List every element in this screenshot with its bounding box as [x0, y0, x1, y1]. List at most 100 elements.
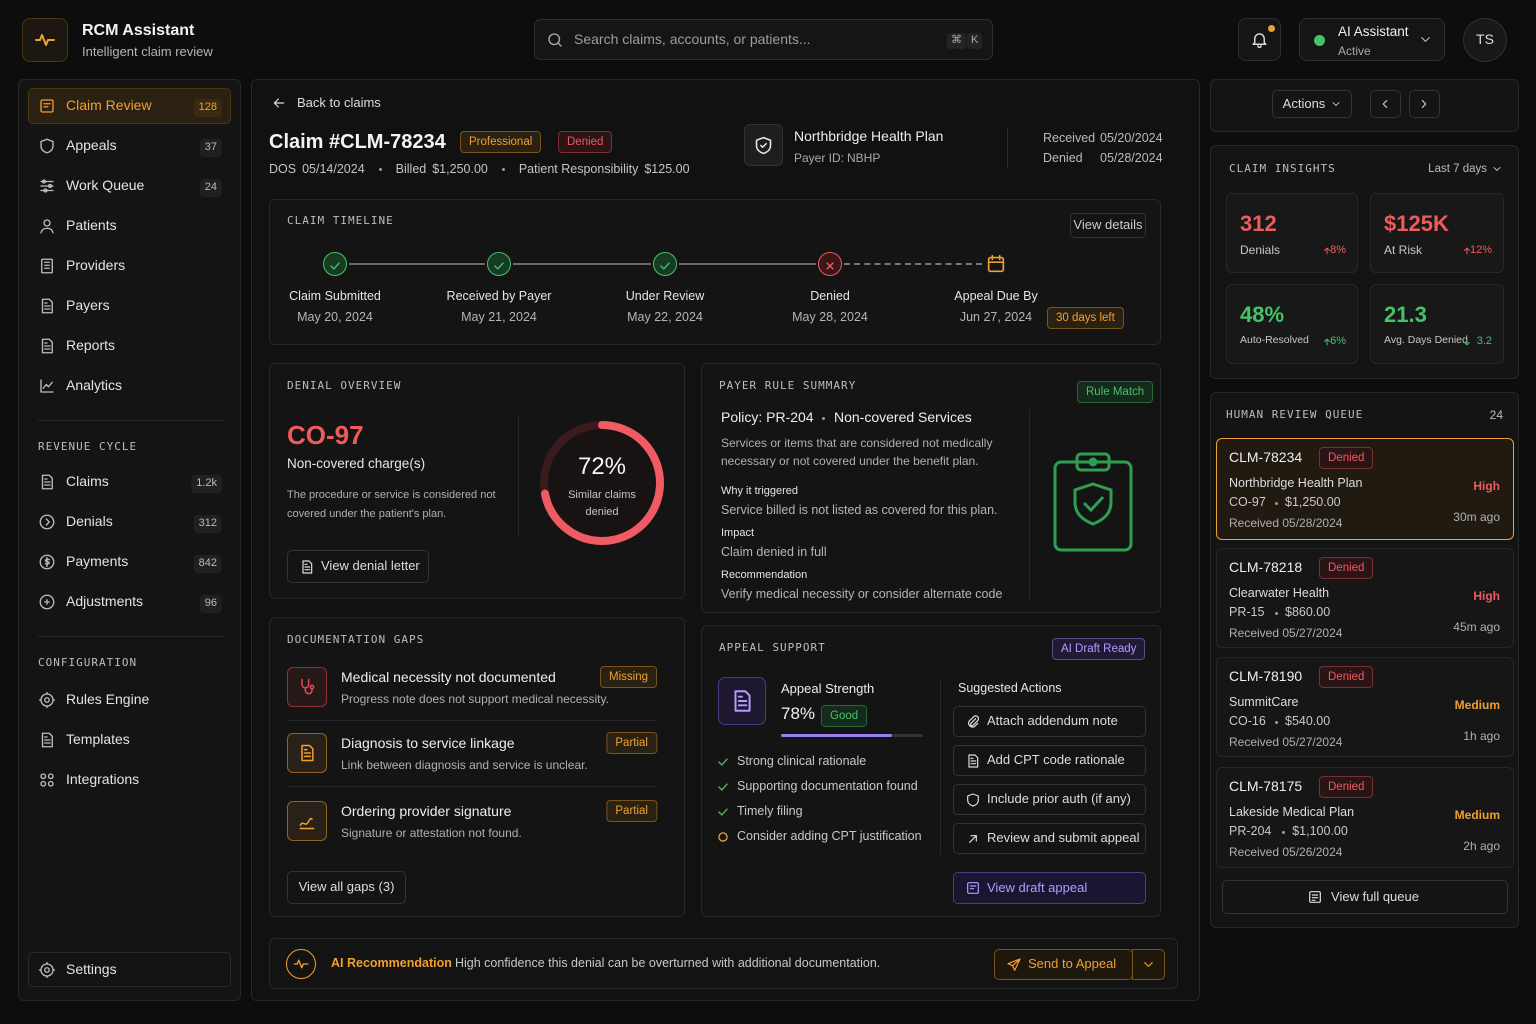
nav-label: Claim Review	[66, 97, 152, 114]
timeline-connector	[513, 263, 651, 265]
nav-item[interactable]	[28, 368, 231, 404]
step-done	[653, 252, 677, 276]
metric-trend-icon-shape	[1463, 338, 1470, 346]
send-options-icon	[1144, 962, 1153, 967]
logo-icon-shape	[35, 34, 55, 46]
nav-item[interactable]	[28, 208, 231, 244]
next-button[interactable]	[1409, 90, 1440, 118]
gap-detail: Signature or attestation not found.	[341, 825, 522, 840]
metric-trend-icon-shape	[1324, 247, 1330, 255]
ai-draft-badge: AI Draft Ready	[1052, 638, 1146, 661]
avatar[interactable]	[1463, 18, 1507, 62]
queue-payer: Clearwater Health	[1229, 586, 1330, 601]
gap-icon-shape	[301, 744, 314, 762]
queue-code: PR-15	[1229, 605, 1265, 620]
nav-item[interactable]	[28, 288, 231, 324]
gap-separator	[287, 720, 657, 721]
view-full-queue-icon-shape	[1311, 894, 1319, 901]
suggested-action-button[interactable]	[953, 745, 1146, 776]
separator-dot	[1275, 611, 1278, 615]
nav-icon-shape	[39, 554, 55, 570]
step-done	[323, 252, 347, 276]
nav-icon-shape	[41, 258, 53, 274]
pending-icon	[718, 832, 728, 842]
suggested-action-button-icon	[968, 714, 980, 728]
actions-card	[1210, 79, 1519, 132]
timeline-connector	[679, 263, 816, 265]
payer-logo-icon-shape	[760, 142, 767, 149]
appeal-icon-shape	[737, 695, 748, 707]
view-all-gaps-button-label: View all gaps (3)	[298, 879, 395, 895]
metric-trend-icon	[1463, 338, 1470, 346]
queue-priority: High	[1473, 588, 1500, 603]
step-label: Denied	[810, 289, 850, 304]
suggested-action-button[interactable]	[953, 784, 1146, 815]
clipboard-illustration-shape	[1053, 460, 1133, 552]
queue-code: CO-16	[1229, 714, 1266, 729]
rule-section-label: Recommendation	[721, 569, 808, 582]
nav-label: Templates	[66, 731, 130, 748]
assistant-status-dot	[1314, 35, 1325, 46]
view-draft-appeal-button-icon-shape	[967, 882, 979, 894]
suggested-action-button-icon	[969, 834, 977, 843]
next-icon	[1421, 99, 1427, 109]
view-details-button[interactable]	[1070, 213, 1146, 238]
back-link: Back to claims	[297, 94, 381, 110]
clipboard-illustration-shape	[1082, 495, 1105, 513]
suggested-action-button[interactable]	[953, 706, 1146, 737]
settings-button[interactable]	[28, 952, 231, 987]
gap-detail: Progress note does not support medical n…	[341, 691, 609, 706]
step-calendar	[987, 254, 1005, 273]
previous-button[interactable]	[1370, 90, 1401, 118]
nav-count: 128	[193, 99, 222, 117]
queue-claim-id: CLM-78218	[1229, 559, 1303, 576]
appeal-strength-label: Appeal Strength	[781, 680, 875, 696]
card-heading: CLAIM INSIGHTS	[1229, 162, 1336, 176]
queue-code: PR-204	[1229, 824, 1272, 839]
queue-priority: High	[1473, 478, 1500, 493]
queue-payer: SummitCare	[1229, 695, 1299, 710]
actions-menu-button[interactable]	[1272, 90, 1352, 118]
suggested-action-button[interactable]	[953, 823, 1146, 854]
view-full-queue-button[interactable]	[1222, 880, 1508, 914]
overview-divider	[518, 415, 519, 535]
logo	[22, 18, 68, 62]
nav-icon-shape	[40, 138, 54, 154]
view-denial-letter-button[interactable]	[287, 550, 429, 583]
queue-age: 30m ago	[1453, 509, 1500, 524]
policy-description: Services or items that are considered no…	[721, 435, 993, 468]
appeal-icon-shape	[734, 690, 751, 712]
queue-count: 24	[1489, 407, 1503, 422]
metric-value: 48%	[1240, 302, 1285, 328]
nav-item[interactable]	[28, 248, 231, 284]
step-check	[330, 262, 340, 270]
search-box[interactable]	[534, 19, 993, 60]
notification-dot	[1268, 25, 1275, 32]
payer-logo	[744, 124, 783, 166]
nav-icon	[41, 338, 53, 354]
nav-item[interactable]	[28, 328, 231, 364]
metric-trend-icon	[1463, 247, 1470, 255]
gap-detail: Link between diagnosis and service is un…	[341, 757, 588, 772]
step-check-shape	[330, 262, 340, 270]
view-all-gaps-button[interactable]	[287, 871, 406, 904]
nav-icon	[39, 514, 55, 530]
nav-icon-shape	[41, 732, 53, 748]
view-draft-appeal-button-icon	[967, 882, 979, 894]
send-options-button[interactable]	[1132, 949, 1165, 980]
suggested-action-button-icon-shape	[969, 834, 977, 843]
view-draft-appeal-button[interactable]	[953, 872, 1146, 904]
step-label: Appeal Due By	[954, 289, 1038, 304]
denial-reason: Non-covered charge(s)	[287, 455, 426, 471]
check-text: Strong clinical rationale	[737, 754, 867, 769]
claim-tag: Professional	[460, 131, 542, 154]
assistant-chevron-shape	[1421, 37, 1430, 42]
nav-icon-shape	[45, 518, 50, 526]
step-x	[826, 262, 834, 270]
step-date: Jun 27, 2024	[959, 310, 1033, 325]
section-heading: REVENUE CYCLE	[38, 440, 138, 454]
check-icon	[718, 808, 728, 816]
appeal-icon	[734, 690, 751, 712]
suggested-action-button-icon-shape	[968, 714, 980, 728]
check-text: Timely filing	[737, 804, 803, 819]
